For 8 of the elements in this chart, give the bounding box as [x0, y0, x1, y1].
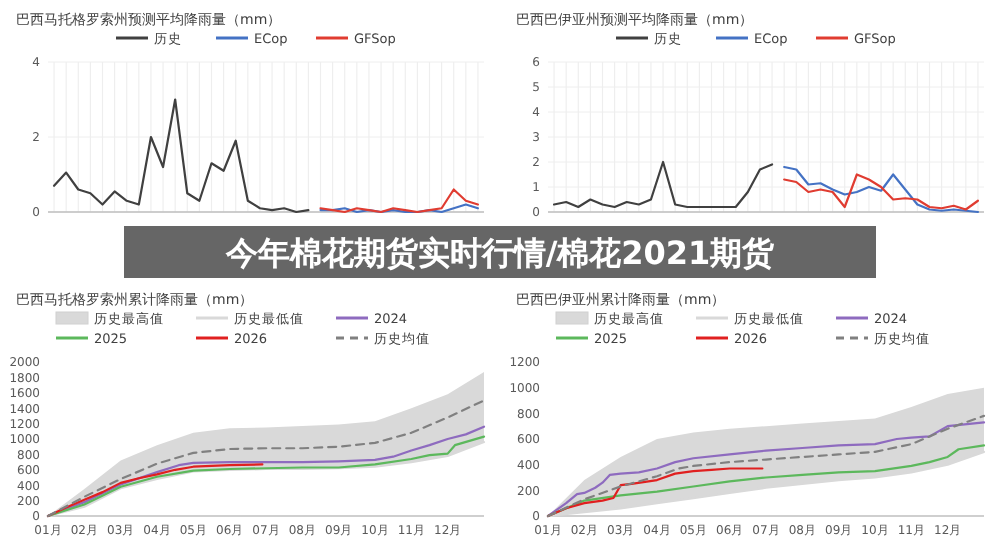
line-series: [46, 463, 264, 518]
line-series: [552, 160, 774, 209]
line-series: [783, 173, 980, 211]
text: 今年棉花期货实时行情/棉花2021期货: [223, 234, 777, 272]
line-series: [52, 98, 310, 214]
line-series: [46, 399, 486, 518]
line-series: [783, 165, 980, 214]
line-series: [319, 188, 480, 214]
